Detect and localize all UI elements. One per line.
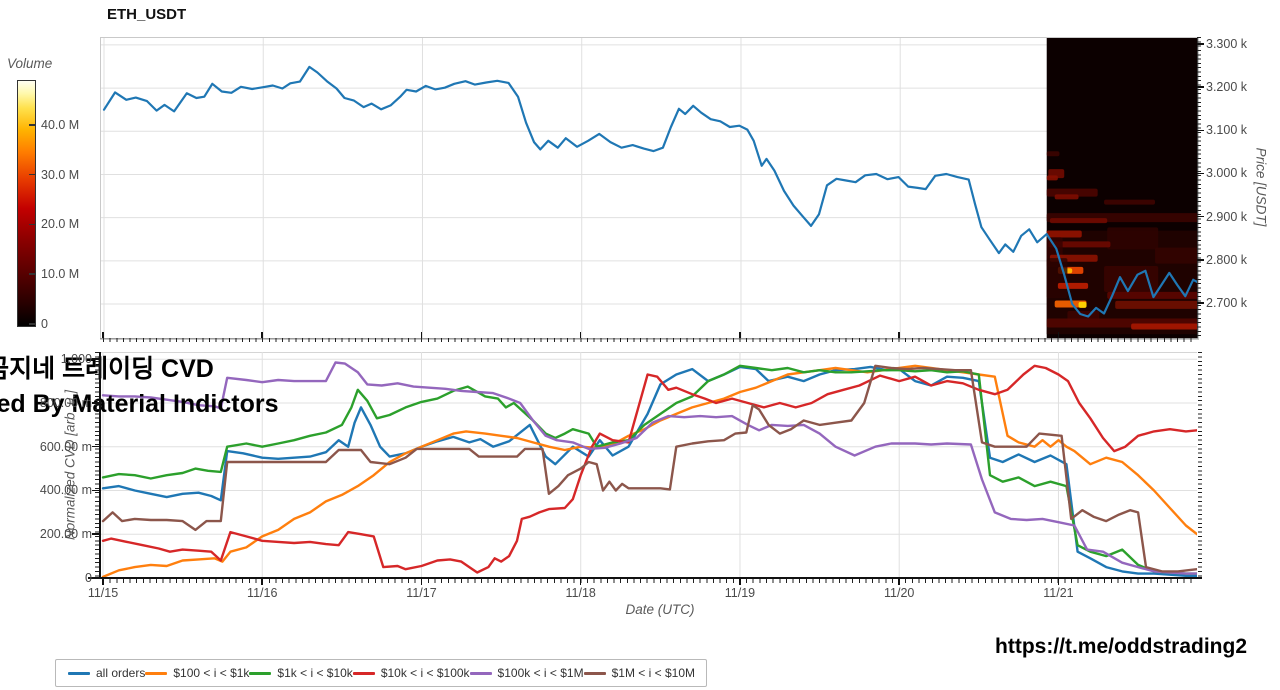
x-axis-title: Date (UTC) xyxy=(625,602,695,617)
date-tick-label: 11/18 xyxy=(565,586,596,600)
volume-major-tick xyxy=(29,223,35,226)
cvd-major-tick xyxy=(92,533,100,535)
legend-swatch-icon xyxy=(469,671,492,675)
volume-major-tick xyxy=(29,273,35,275)
date-tick-label: 11/15 xyxy=(87,586,119,600)
legend-swatch-icon xyxy=(249,671,272,675)
price-axis-title: Price [USDT] xyxy=(1253,147,1269,227)
price-x-major-tick xyxy=(261,332,263,338)
price-x-major-tick xyxy=(102,332,104,338)
volume-tick-label: 30.0 M xyxy=(41,167,80,182)
cvd-tick-label: 200.00 m xyxy=(39,527,92,542)
x-major-tick xyxy=(420,578,423,585)
price-tick-label: 2.800 k xyxy=(1206,252,1248,267)
legend-label: $1k < i < $10k xyxy=(277,666,353,680)
cvd-tick-label: 800.00 m xyxy=(39,395,92,410)
legend-label: $100 < i < $1k xyxy=(173,666,250,680)
legend-item-4: $100k < i < $1M xyxy=(469,666,584,680)
legend-item-2: $1k < i < $10k xyxy=(249,666,353,680)
date-tick-label: 11/16 xyxy=(247,586,278,600)
volume-tick-label: 0 xyxy=(41,317,48,331)
cvd-chart-top-border xyxy=(100,352,1197,353)
cvd-tick-label: 1.000 xyxy=(60,352,92,367)
volume-colorbar xyxy=(17,80,36,327)
legend-item-0: all orders xyxy=(68,666,145,680)
date-tick-label: 11/20 xyxy=(884,586,915,600)
legend-label: $10k < i < $100k xyxy=(380,666,470,680)
price-x-major-tick xyxy=(579,332,582,338)
cvd-major-tick xyxy=(92,402,100,404)
x-major-tick xyxy=(739,578,741,585)
cvd-chart-plot-area: MATERIAL INDICATORS 곰지네 트레이딩 CVD Powered… xyxy=(0,352,1197,578)
legend-label: all orders xyxy=(96,666,146,680)
price-x-major-tick xyxy=(739,332,741,338)
legend-swatch-icon xyxy=(145,671,168,675)
price-x-major-tick xyxy=(1057,332,1060,338)
overlay-line2: Powered By Material Indictors xyxy=(0,390,279,418)
cvd-axis-line xyxy=(99,352,101,579)
price-x-major-tick xyxy=(898,332,900,338)
legend-label: $1M < i < $10M xyxy=(611,666,695,680)
date-tick-label: 11/17 xyxy=(406,586,437,600)
overlay-line1: 곰지네 트레이딩 CVD xyxy=(0,355,214,383)
legend-label: $100k < i < $1M xyxy=(497,666,584,680)
legend-item-1: $100 < i < $1k xyxy=(145,666,249,680)
price-tick-label: 3.200 k xyxy=(1206,80,1248,95)
price-x-major-tick xyxy=(420,332,423,338)
legend-item-5: $1M < i < $10M xyxy=(583,666,695,680)
cvd-axis-title: Normalized CVD [arb. u.] xyxy=(62,389,78,541)
price-major-tick xyxy=(1197,259,1204,261)
price-major-tick xyxy=(1197,172,1204,175)
price-tick-label: 2.900 k xyxy=(1206,209,1248,224)
date-tick-label: 11/19 xyxy=(724,586,756,600)
volume-major-tick xyxy=(29,323,35,325)
price-tick-label: 2.700 k xyxy=(1206,296,1248,311)
x-axis-line xyxy=(88,577,1202,579)
price-tick-label: 3.300 k xyxy=(1206,36,1248,51)
price-tick-label: 3.100 k xyxy=(1206,123,1248,138)
volume-colorbar-label: Volume xyxy=(7,56,53,71)
x-major-tick xyxy=(579,578,582,585)
date-tick-label: 11/21 xyxy=(1043,586,1074,600)
volume-major-tick xyxy=(29,124,35,126)
x-axis-minor-ticks xyxy=(103,579,1197,583)
cvd-major-tick xyxy=(92,489,100,492)
price-major-tick xyxy=(1197,43,1204,45)
telegram-link[interactable]: https://t.me/oddstrading2 xyxy=(995,635,1247,658)
cvd-tick-label: 0 xyxy=(85,571,92,585)
overlay-branding-text: 곰지네 트레이딩 CVD Powered By Material Indicto… xyxy=(0,352,649,422)
cvd-major-tick xyxy=(92,445,100,448)
cvd-axis-minor-ticks-right xyxy=(1198,352,1202,578)
legend-swatch-icon xyxy=(352,671,375,675)
volume-tick-label: 10.0 M xyxy=(41,267,80,282)
cvd-axis-minor-ticks-left xyxy=(95,352,99,578)
cvd-tick-label: 600.00 m xyxy=(39,439,92,454)
volume-tick-label: 20.0 M xyxy=(41,217,80,232)
legend-swatch-icon xyxy=(583,671,606,675)
volume-major-tick xyxy=(29,173,35,176)
x-major-tick xyxy=(261,578,263,585)
legend-item-3: $10k < i < $100k xyxy=(352,666,470,680)
x-major-tick xyxy=(898,578,900,585)
price-major-tick xyxy=(1197,302,1204,304)
price-chart-x-minor-ticks xyxy=(103,338,1197,342)
price-tick-label: 3.000 k xyxy=(1206,166,1248,181)
cvd-major-tick xyxy=(92,577,100,579)
chart-title: ETH_USDT xyxy=(107,6,187,23)
legend-swatch-icon xyxy=(68,671,90,675)
cvd-major-tick xyxy=(92,358,100,360)
volume-tick-label: 40.0 M xyxy=(41,117,80,132)
x-major-tick xyxy=(102,578,104,585)
x-major-tick xyxy=(1057,578,1060,585)
cvd-tick-label: 400.00 m xyxy=(39,483,92,498)
price-major-tick xyxy=(1197,86,1204,88)
price-axis-minor-ticks xyxy=(1197,37,1201,338)
legend: all orders $100 < i < $1k $1k < i < $10k $1… xyxy=(55,659,707,687)
price-major-tick xyxy=(1197,215,1204,218)
price-chart-plot-area xyxy=(100,37,1199,340)
price-major-tick xyxy=(1197,129,1204,132)
cvd-lines-canvas xyxy=(100,352,1197,578)
